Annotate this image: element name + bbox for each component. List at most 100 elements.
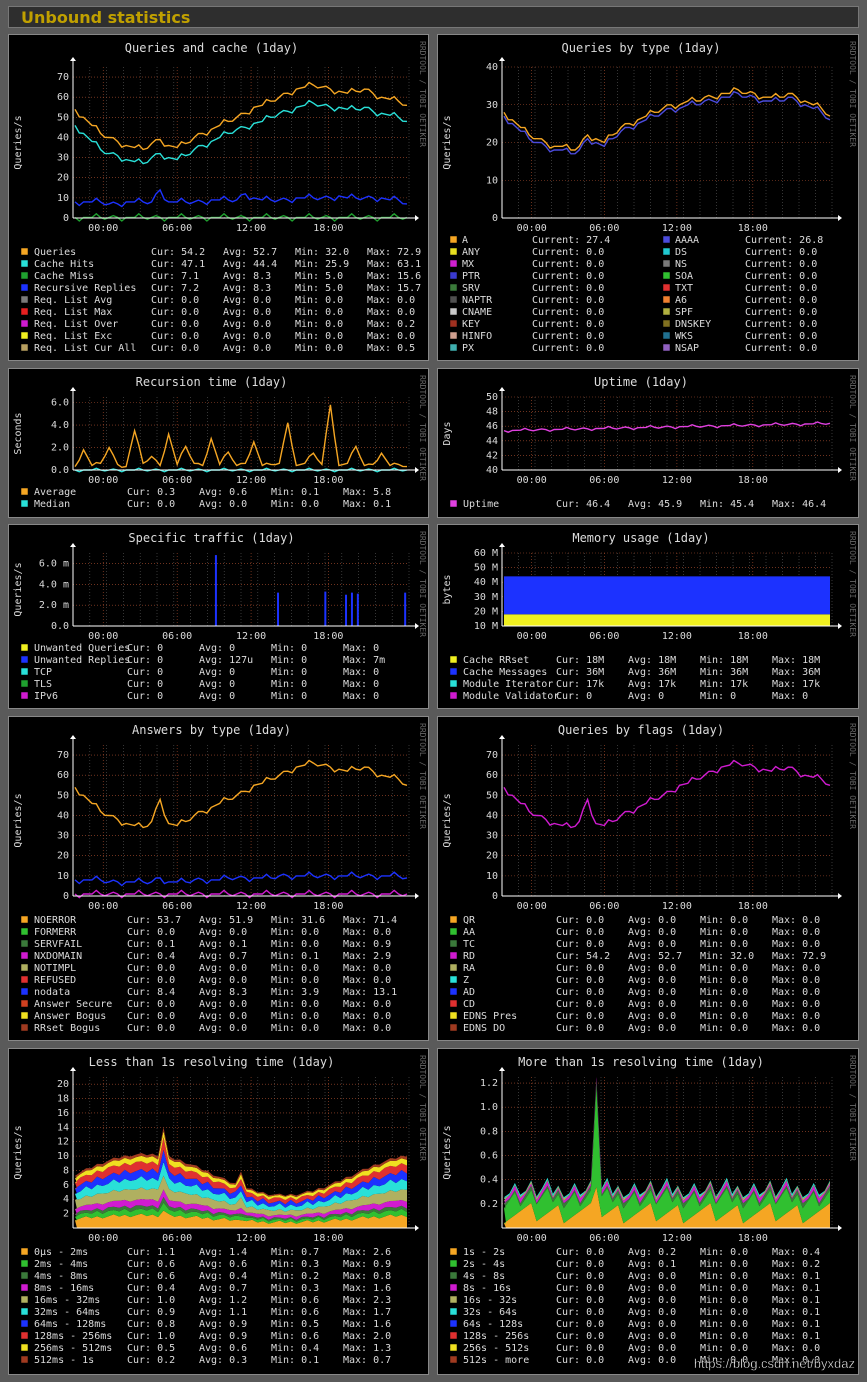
y-tick-label: 44 <box>486 436 498 447</box>
legend-stat: Min: 0.0 <box>700 1343 748 1354</box>
traffic-spike <box>324 591 327 626</box>
legend-name: NXDOMAIN <box>34 951 82 962</box>
x-tick-label: 00:00 <box>517 631 547 642</box>
series-line-cache-hits <box>74 99 408 165</box>
y-axis-label: Queries/s <box>13 1125 24 1179</box>
y-tick-label: 0.4 <box>480 1175 498 1186</box>
x-tick-label: 00:00 <box>517 475 547 486</box>
x-tick-label: 18:00 <box>313 223 343 234</box>
legend-stat: Max: 0.2 <box>367 319 415 330</box>
legend-name: Cache Miss <box>34 271 94 282</box>
legend-stat: Min: 0.0 <box>271 963 319 974</box>
chart-panel-answers-type: Answers by type (1day) RRDTOOL / TOBI OET… <box>8 716 429 1041</box>
legend-stat: Min: 5.0 <box>295 283 343 294</box>
legend-stat: Avg: 52.7 <box>223 247 277 258</box>
stacked-area-2s-4s <box>504 1085 830 1224</box>
x-tick-label: 12:00 <box>236 631 266 642</box>
legend-stat: Cur: 0 <box>127 691 163 702</box>
legend-name: Module Validator <box>463 691 559 702</box>
x-tick-label: 06:00 <box>162 631 192 642</box>
x-axis-arrow <box>415 215 419 221</box>
legend-stat: Cur: 0.0 <box>127 975 175 986</box>
legend-name: Cache Messages <box>463 667 547 678</box>
legend-name: 2s - 4s <box>463 1259 505 1270</box>
legend-stat: Min: 0.1 <box>271 487 319 498</box>
chart-title: Queries and cache (1day) <box>125 41 298 55</box>
legend-stat: Min: 0 <box>271 643 307 654</box>
rrdtool-watermark: RRDTOOL / TOBI OETIKER <box>848 531 857 637</box>
legend-swatch <box>449 295 458 304</box>
legend-name: NSAP <box>675 343 699 354</box>
y-tick-label: 40 <box>486 465 498 476</box>
x-tick-label: 12:00 <box>662 1233 692 1244</box>
legend-name: RA <box>463 963 475 974</box>
y-tick-label: 10 <box>57 871 69 882</box>
legend-stat: Max: 2.6 <box>343 1247 391 1258</box>
legend-stat: Cur: 46.4 <box>556 499 610 510</box>
legend-swatch <box>20 1331 29 1340</box>
chart-title: Answers by type (1day) <box>132 723 291 737</box>
legend-stat: Cur: 0.0 <box>556 927 604 938</box>
chart-title: Less than 1s resolving time (1day) <box>89 1055 335 1069</box>
legend-swatch <box>20 343 29 352</box>
legend-stat: Avg: 0.0 <box>628 939 676 950</box>
legend-stat: Avg: 0.0 <box>628 1271 676 1282</box>
chart-svg: More than 1s resolving time (1day) RRDTOO… <box>442 1055 857 1366</box>
legend-stat: Max: 5.8 <box>343 487 391 498</box>
y-axis-label: Queries/s <box>442 793 453 847</box>
legend-stat: Avg: 0.0 <box>628 1331 676 1342</box>
legend-name: CD <box>463 999 475 1010</box>
legend-stat: Cur: 0.0 <box>127 1023 175 1034</box>
legend-stat: Cur: 0.0 <box>556 1355 604 1366</box>
legend-stat: Avg: 0.9 <box>199 1319 247 1330</box>
series-line-nodata <box>74 871 408 887</box>
page-header: Unbound statistics <box>8 6 859 28</box>
legend-stat: Cur: 0.6 <box>127 1271 175 1282</box>
legend-name: 512s - more <box>463 1355 529 1366</box>
legend-swatch <box>662 235 671 244</box>
x-tick-label: 18:00 <box>313 631 343 642</box>
chart-svg: Recursion time (1day) RRDTOOL / TOBI OETI… <box>13 375 427 510</box>
legend-name: 0µs - 2ms <box>34 1247 88 1258</box>
x-axis-arrow <box>415 893 419 899</box>
x-tick-label: 12:00 <box>236 223 266 234</box>
chart-svg: Queries by type (1day) RRDTOOL / TOBI OET… <box>442 41 857 354</box>
legend-swatch <box>449 1011 458 1020</box>
y-tick-label: 40 <box>57 810 69 821</box>
y-tick-label: 20 M <box>474 606 498 617</box>
legend-swatch <box>20 1011 29 1020</box>
y-axis-label: Queries/s <box>13 793 24 847</box>
series-line-rd <box>503 759 831 829</box>
y-tick-label: 0.0 <box>51 465 69 476</box>
legend-name: EDNS DO <box>463 1023 505 1034</box>
y-tick-label: 60 M <box>474 548 498 559</box>
legend-stat: Min: 0.0 <box>271 975 319 986</box>
x-tick-label: 18:00 <box>738 475 768 486</box>
legend-stat: Avg: 0.0 <box>628 1343 676 1354</box>
chart-panel-queries-cache: Queries and cache (1day) RRDTOOL / TOBI O… <box>8 34 429 361</box>
rrdtool-watermark: RRDTOOL / TOBI OETIKER <box>848 1055 857 1161</box>
legend-swatch <box>20 1023 29 1032</box>
legend-swatch <box>449 319 458 328</box>
legend-stat: Avg: 17k <box>628 679 676 690</box>
legend-stat: Min: 0.7 <box>271 1247 319 1258</box>
x-tick-label: 18:00 <box>738 223 768 234</box>
legend-stat: Min: 0.0 <box>295 307 343 318</box>
legend-name: 8ms - 16ms <box>34 1283 94 1294</box>
legend-stat: Max: 0.1 <box>343 499 391 510</box>
legend-stat: Min: 0.4 <box>271 1343 319 1354</box>
legend-name: AAAA <box>675 235 699 246</box>
legend-stat: Avg: 0.9 <box>199 1331 247 1342</box>
y-tick-label: 30 M <box>474 592 498 603</box>
legend-stat: Min: 0.2 <box>271 1271 319 1282</box>
legend-stat: Avg: 0.7 <box>199 951 247 962</box>
y-axis-arrow <box>499 543 505 547</box>
chart-title: Specific traffic (1day) <box>128 531 294 545</box>
y-tick-label: 4.0 <box>51 420 69 431</box>
legend-stat: Cur: 53.7 <box>127 915 181 926</box>
legend-swatch <box>449 1259 458 1268</box>
x-tick-label: 12:00 <box>236 475 266 486</box>
legend-swatch <box>662 259 671 268</box>
legend-name: SERVFAIL <box>34 939 82 950</box>
legend-stat: Min: 0.0 <box>700 1295 748 1306</box>
